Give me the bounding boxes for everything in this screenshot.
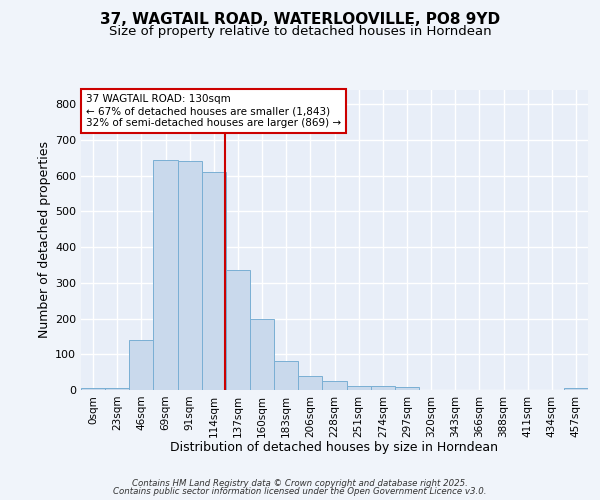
Bar <box>178 162 202 390</box>
Bar <box>395 387 419 390</box>
Bar <box>105 388 129 390</box>
Bar <box>371 386 395 390</box>
Y-axis label: Number of detached properties: Number of detached properties <box>38 142 51 338</box>
Bar <box>226 270 250 390</box>
Bar <box>129 340 154 390</box>
Bar <box>322 381 347 390</box>
Bar <box>81 388 105 390</box>
Bar <box>202 172 226 390</box>
Bar <box>250 318 274 390</box>
Bar <box>298 376 322 390</box>
Text: 37 WAGTAIL ROAD: 130sqm
← 67% of detached houses are smaller (1,843)
32% of semi: 37 WAGTAIL ROAD: 130sqm ← 67% of detache… <box>86 94 341 128</box>
Bar <box>347 386 371 390</box>
Bar <box>564 388 588 390</box>
X-axis label: Distribution of detached houses by size in Horndean: Distribution of detached houses by size … <box>170 441 499 454</box>
Text: Size of property relative to detached houses in Horndean: Size of property relative to detached ho… <box>109 25 491 38</box>
Text: Contains HM Land Registry data © Crown copyright and database right 2025.: Contains HM Land Registry data © Crown c… <box>132 478 468 488</box>
Text: Contains public sector information licensed under the Open Government Licence v3: Contains public sector information licen… <box>113 487 487 496</box>
Text: 37, WAGTAIL ROAD, WATERLOOVILLE, PO8 9YD: 37, WAGTAIL ROAD, WATERLOOVILLE, PO8 9YD <box>100 12 500 28</box>
Bar <box>154 160 178 390</box>
Bar <box>274 362 298 390</box>
